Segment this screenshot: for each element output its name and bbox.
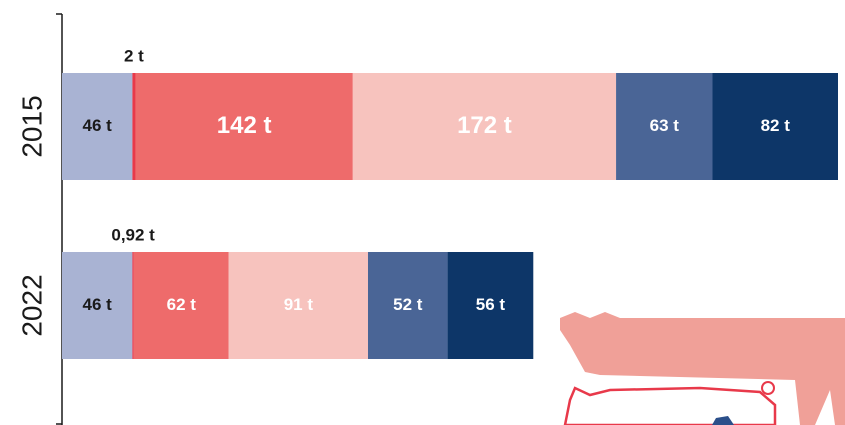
value-label: 46 t — [83, 295, 113, 314]
pig-tail — [762, 382, 774, 394]
value-label: 82 t — [761, 116, 791, 135]
value-label: 62 t — [167, 295, 197, 314]
value-label: 46 t — [83, 116, 113, 135]
value-label: 52 t — [393, 295, 423, 314]
bar-segment — [132, 252, 133, 359]
category-label: 2022 — [16, 274, 47, 336]
value-label: 172 t — [457, 112, 512, 139]
category-label: 2015 — [16, 95, 47, 157]
value-label: 142 t — [217, 112, 272, 139]
pig-silhouette — [565, 388, 775, 425]
value-label: 56 t — [476, 295, 506, 314]
value-label: 63 t — [650, 116, 680, 135]
value-label: 91 t — [284, 295, 314, 314]
value-label: 2 t — [124, 46, 144, 65]
chart: 2015 46 t 2 t 142 t 172 t 63 t 82 t 2022 46 t 0,9… — [0, 0, 845, 425]
bar-segment — [132, 73, 135, 180]
value-label: 0,92 t — [111, 225, 155, 244]
decoration-animals — [560, 312, 845, 425]
bars: 2015 46 t 2 t 142 t 172 t 63 t 82 t 2022 46 t 0,9… — [16, 46, 838, 359]
